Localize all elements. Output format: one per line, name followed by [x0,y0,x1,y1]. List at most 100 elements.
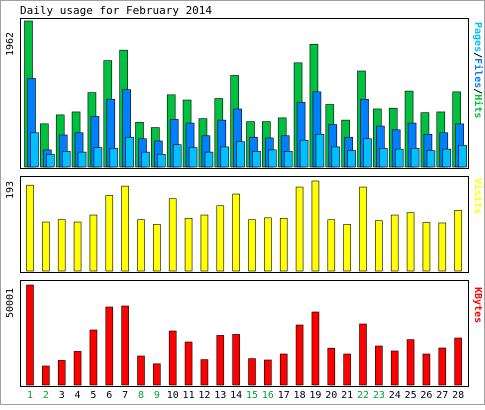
bar-pages [252,151,261,168]
day-label: 26 [420,390,432,401]
bar-kbytes [184,341,193,386]
day-label: 10 [167,390,179,401]
day-label: 13 [214,390,226,401]
bar-kbytes [137,355,145,386]
bar-kbytes [168,330,177,386]
bar-pages [77,151,87,168]
bar-kbytes [264,359,272,386]
bar-kbytes [390,350,399,386]
visits-panel [20,176,469,273]
day-label: 18 [294,390,306,401]
bar-kbytes [121,305,129,386]
bar-kbytes [279,353,288,386]
day-label: 17 [278,390,290,401]
bar-pages [46,154,55,168]
bar-visits [279,218,288,272]
bar-pages [141,151,150,168]
legend-sep-1: / [472,52,483,58]
bar-pages [93,147,103,168]
day-label: 16 [262,390,274,401]
day-label: 21 [341,390,353,401]
bar-visits [216,205,225,272]
bar-visits [184,218,193,272]
day-label: 1 [27,390,33,401]
bar-kbytes [422,353,431,386]
bar-pages [204,151,214,168]
bar-visits [168,198,177,272]
bar-kbytes [105,306,114,386]
bar-kbytes [153,363,161,386]
bar-kbytes [359,323,367,386]
bar-pages [315,133,325,168]
bar-pages [410,148,420,168]
bar-visits [248,219,256,272]
bar-pages [268,149,277,168]
day-label: 7 [122,390,128,401]
bar-kbytes [311,311,320,386]
bar-pages [331,146,341,168]
bar-kbytes [248,358,256,386]
bar-pages [283,151,293,168]
bar-kbytes [232,334,240,386]
bar-pages [125,136,134,168]
bar-visits [57,219,66,272]
day-label: 19 [309,390,321,401]
bar-kbytes [89,329,98,386]
bar-kbytes [57,360,66,386]
bar-visits [137,219,145,272]
day-label: 14 [230,390,242,401]
bar-pages [394,148,404,168]
bar-kbytes [438,347,447,386]
bar-visits [105,195,114,272]
bar-visits [73,221,82,272]
day-label: 25 [405,390,417,401]
bar-visits [42,221,50,272]
bar-visits [200,214,209,272]
bar-visits [438,222,447,272]
bar-visits [311,180,320,272]
legend-kbytes: KBytes [472,287,483,323]
day-label: 27 [436,390,448,401]
bar-kbytes [375,345,383,386]
day-label: 2 [43,390,49,401]
bar-kbytes [327,347,336,386]
bar-pages [347,150,356,168]
day-label: 6 [106,390,112,401]
bar-pages [299,139,309,168]
day-label: 24 [389,390,401,401]
bar-pages [172,144,182,168]
bar-kbytes [406,339,415,386]
bar-kbytes [200,359,209,386]
day-label: 12 [198,390,210,401]
day-label: 15 [246,390,258,401]
bar-visits [422,222,431,272]
bar-visits [295,186,304,272]
visits-max-label: 193 [5,181,16,199]
panel-frame [20,280,469,387]
legend-pages: Pages [472,22,483,52]
bar-visits [153,224,161,272]
day-label: 11 [183,390,195,401]
bar-kbytes [343,353,351,386]
bar-visits [89,214,98,272]
bar-visits [390,214,399,272]
day-label: 20 [325,390,337,401]
legend-files: Files [472,58,484,88]
bar-pages [458,145,467,168]
bar-pages [442,148,452,168]
day-label: 9 [154,390,160,401]
hits-max-label: 1962 [5,32,16,56]
bar-visits [26,184,34,272]
kbytes-max-label: 50001 [5,288,16,318]
bar-kbytes [216,335,225,386]
day-label: 3 [59,390,65,401]
bar-visits [121,185,129,272]
chart-title: Daily usage for February 2014 [20,4,212,17]
bar-pages [220,146,230,168]
bar-pages [61,151,71,168]
bar-visits [454,210,462,272]
bar-visits [406,212,415,272]
bar-visits [343,224,351,272]
